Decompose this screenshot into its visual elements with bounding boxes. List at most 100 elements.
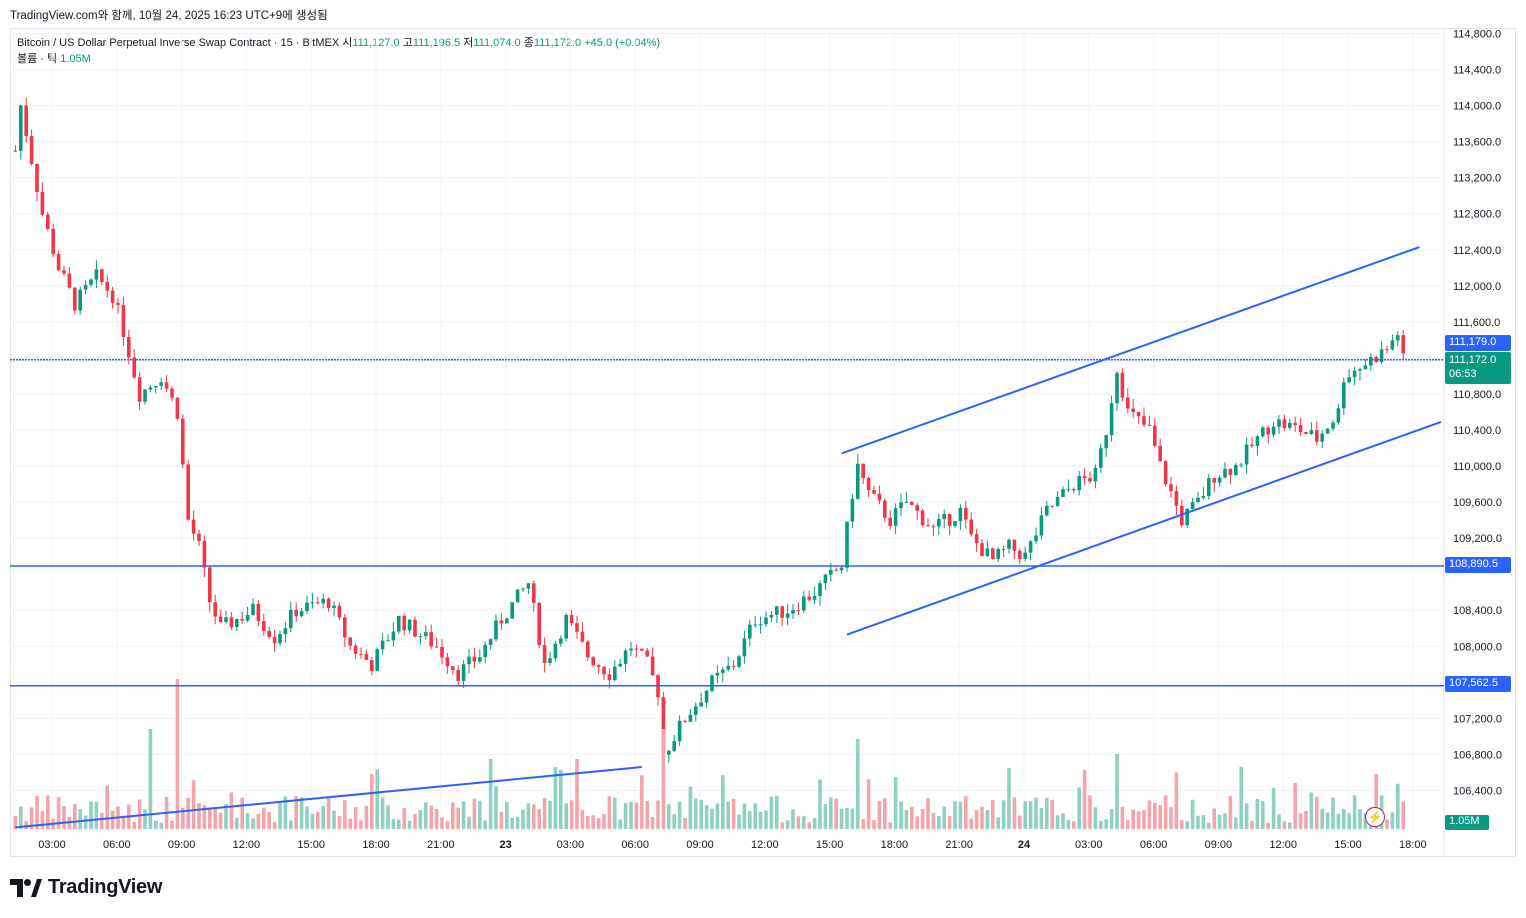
volume-bar xyxy=(73,803,77,829)
volume-bar xyxy=(645,800,649,829)
candle-body xyxy=(1250,444,1254,447)
candle-body xyxy=(316,602,320,604)
volume-bar xyxy=(1174,772,1179,829)
volume-bar xyxy=(580,809,585,829)
x-tick-label: 15:00 xyxy=(1334,839,1362,851)
candle-body xyxy=(667,750,671,755)
candle-body xyxy=(24,105,28,137)
lightning-icon[interactable]: ⚡ xyxy=(1365,807,1385,827)
volume-bar xyxy=(62,806,66,829)
volume-bar xyxy=(316,812,320,829)
candle-body xyxy=(1196,497,1200,503)
candle-body xyxy=(1315,430,1319,442)
candle-body xyxy=(40,191,45,215)
candle-body xyxy=(364,653,369,660)
volume-bar xyxy=(278,802,282,829)
volume-bar xyxy=(407,820,412,829)
candle-body xyxy=(893,508,898,526)
volume-bar xyxy=(1082,769,1087,829)
volume-bar xyxy=(553,767,558,829)
volume-bar xyxy=(1061,813,1065,829)
candle-body xyxy=(380,640,385,650)
candle-body xyxy=(19,105,23,151)
volume-bar xyxy=(175,679,180,829)
candle-body xyxy=(1169,484,1173,492)
candle-body xyxy=(861,463,865,478)
candle-body xyxy=(958,507,963,522)
volume-bar xyxy=(1023,801,1027,829)
candle-body xyxy=(51,228,55,255)
volume-bar xyxy=(769,796,774,829)
x-tick-label: 06:00 xyxy=(621,839,649,851)
volume-bar xyxy=(445,821,450,829)
candle-body xyxy=(564,615,568,639)
last-price-value: 111,172.0 xyxy=(1449,354,1497,366)
volume-bar xyxy=(283,796,288,829)
volume-bar xyxy=(758,811,763,829)
x-tick-label: 15:00 xyxy=(816,839,844,851)
candle-body xyxy=(332,605,336,608)
volume-bar xyxy=(1185,821,1189,829)
candle-body xyxy=(910,501,914,505)
volume-bar xyxy=(704,805,709,829)
volume-label[interactable]: 볼륨 · 틱 xyxy=(17,53,58,65)
volume-bar xyxy=(640,775,644,829)
volume-bar xyxy=(100,812,104,829)
candle-body xyxy=(67,273,72,288)
candle-body xyxy=(1358,369,1362,371)
candle-body xyxy=(1153,425,1157,446)
x-tick-label: 06:00 xyxy=(1140,839,1168,851)
candle-body xyxy=(710,675,714,691)
candle-body xyxy=(1163,461,1168,485)
volume-bar xyxy=(1277,814,1281,829)
candle-body xyxy=(1066,489,1071,491)
candle-body xyxy=(1018,550,1022,559)
x-tick-label: 09:00 xyxy=(1205,839,1233,851)
candle-body xyxy=(1023,552,1027,559)
volume-bar xyxy=(829,797,833,829)
x-tick-label: 12:00 xyxy=(1269,839,1297,851)
volume-bar xyxy=(688,786,693,829)
volume-bar xyxy=(650,817,655,829)
candle-body xyxy=(424,632,428,637)
volume-bar xyxy=(1282,821,1287,829)
candle-body xyxy=(397,615,401,632)
candle-body xyxy=(251,603,255,615)
candle-body xyxy=(947,513,952,526)
volume-bar xyxy=(472,798,477,829)
x-tick-label: 09:00 xyxy=(686,839,714,851)
volume-bar xyxy=(1180,819,1184,829)
volume-bar xyxy=(213,808,217,829)
volume-bar xyxy=(224,804,228,829)
symbol-name[interactable]: Bitcoin / US Dollar Perpetual Inverse Sw… xyxy=(17,37,340,49)
volume-bar xyxy=(467,816,471,829)
candle-body xyxy=(699,702,703,707)
candle-body xyxy=(391,631,396,641)
candle-body xyxy=(721,669,725,673)
candle-body xyxy=(661,697,666,755)
candle-body xyxy=(650,656,655,676)
candle-body xyxy=(591,657,595,666)
candle-body xyxy=(46,214,50,229)
candle-body xyxy=(1320,433,1324,442)
tradingview-logo-text: TradingView xyxy=(48,876,163,898)
volume-bar xyxy=(1309,792,1314,829)
candle-body xyxy=(829,569,833,575)
candle-body xyxy=(775,606,779,615)
volume-bar xyxy=(181,807,185,829)
volume-bar xyxy=(694,798,698,829)
volume-bar xyxy=(1374,774,1378,829)
x-tick-label: 24 xyxy=(1018,839,1031,851)
tradingview-logo[interactable]: TradingView xyxy=(10,876,162,899)
volume-bar xyxy=(661,729,666,829)
y-tick-label: 110,800.0 xyxy=(1453,389,1501,401)
x-tick-label: 18:00 xyxy=(362,839,390,851)
volume-bar xyxy=(667,804,671,829)
candle-body xyxy=(1212,478,1216,483)
volume-bar xyxy=(910,806,914,829)
candle-body xyxy=(807,596,811,600)
x-tick-label: 18:00 xyxy=(1399,839,1427,851)
volume-bar xyxy=(591,815,595,829)
volume-bar xyxy=(1136,811,1141,829)
